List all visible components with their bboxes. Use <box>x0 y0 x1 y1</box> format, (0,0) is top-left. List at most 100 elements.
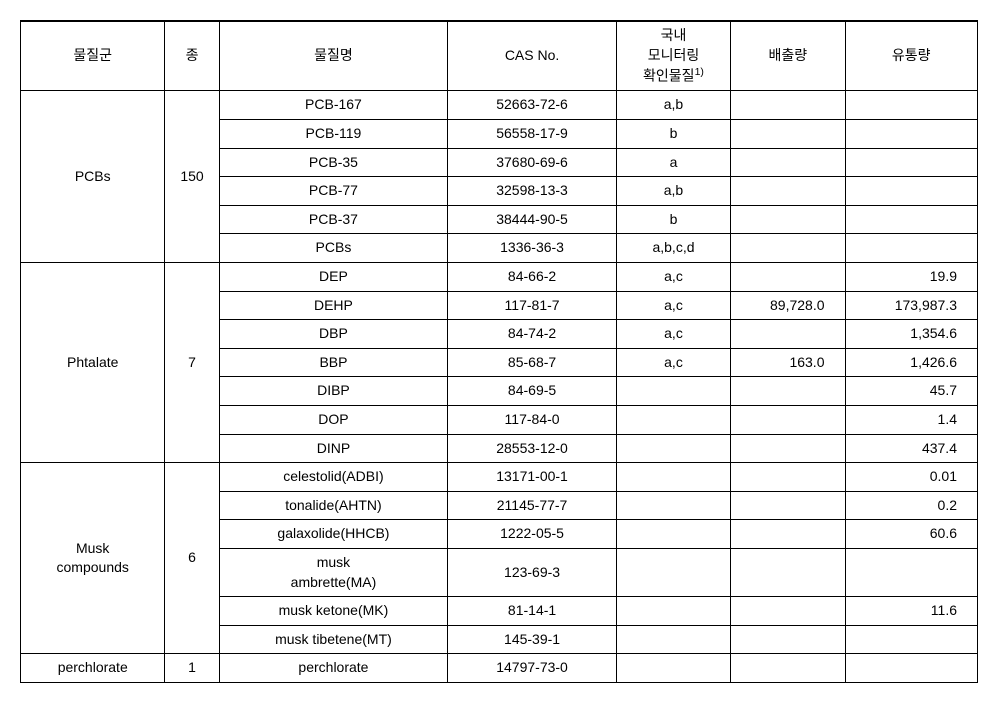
cell-species: 7 <box>165 263 219 463</box>
cell-emission <box>731 177 845 206</box>
cell-group-label: Musk compounds <box>21 463 165 654</box>
cell-cas: 84-69-5 <box>448 377 617 406</box>
cell-emission <box>731 434 845 463</box>
cell-monitor <box>616 654 730 683</box>
cell-cas: 117-84-0 <box>448 405 617 434</box>
cell-monitor: b <box>616 120 730 149</box>
cell-dist: 0.01 <box>845 463 978 492</box>
cell-monitor: a,b <box>616 177 730 206</box>
cell-monitor <box>616 491 730 520</box>
cell-cas: 1336-36-3 <box>448 234 617 263</box>
cell-emission <box>731 597 845 626</box>
cell-dist: 173,987.3 <box>845 291 978 320</box>
cell-monitor: a,c <box>616 291 730 320</box>
cell-name: DINP <box>219 434 448 463</box>
cell-emission <box>731 463 845 492</box>
cell-dist: 1.4 <box>845 405 978 434</box>
table-row: perchlorate 1 perchlorate 14797-73-0 <box>21 654 978 683</box>
cell-dist: 1,426.6 <box>845 348 978 377</box>
table-row: Musk compounds 6 celestolid(ADBI) 13171-… <box>21 463 978 492</box>
cell-emission <box>731 491 845 520</box>
header-monitor: 국내 모니터링 확인물질1) <box>616 21 730 91</box>
cell-cas: 81-14-1 <box>448 597 617 626</box>
cell-name: PCB-77 <box>219 177 448 206</box>
chemical-table: 물질군 종 물질명 CAS No. 국내 모니터링 확인물질1) 배출량 유통량… <box>20 20 978 683</box>
cell-emission <box>731 320 845 349</box>
cell-species: 6 <box>165 463 219 654</box>
cell-name: PCB-37 <box>219 205 448 234</box>
cell-emission <box>731 548 845 596</box>
cell-monitor <box>616 377 730 406</box>
cell-monitor <box>616 625 730 654</box>
cell-monitor <box>616 597 730 626</box>
table-row: PCBs 150 PCB-167 52663-72-6 a,b <box>21 91 978 120</box>
cell-name: DOP <box>219 405 448 434</box>
cell-emission: 89,728.0 <box>731 291 845 320</box>
cell-cas: 85-68-7 <box>448 348 617 377</box>
cell-emission: 163.0 <box>731 348 845 377</box>
cell-dist <box>845 234 978 263</box>
cell-name: PCB-35 <box>219 148 448 177</box>
cell-emission <box>731 654 845 683</box>
cell-dist <box>845 148 978 177</box>
header-distribution: 유통량 <box>845 21 978 91</box>
cell-name: musk tibetene(MT) <box>219 625 448 654</box>
cell-dist: 0.2 <box>845 491 978 520</box>
cell-emission <box>731 377 845 406</box>
cell-dist <box>845 654 978 683</box>
header-name: 물질명 <box>219 21 448 91</box>
cell-monitor <box>616 405 730 434</box>
cell-cas: 37680-69-6 <box>448 148 617 177</box>
cell-name: PCBs <box>219 234 448 263</box>
cell-dist <box>845 625 978 654</box>
cell-species: 1 <box>165 654 219 683</box>
cell-name: DEP <box>219 263 448 292</box>
cell-name: musk ambrette(MA) <box>219 548 448 596</box>
cell-dist: 11.6 <box>845 597 978 626</box>
cell-emission <box>731 520 845 549</box>
cell-group-label: Phtalate <box>21 263 165 463</box>
cell-cas: 14797-73-0 <box>448 654 617 683</box>
cell-name: perchlorate <box>219 654 448 683</box>
cell-monitor <box>616 520 730 549</box>
cell-monitor <box>616 548 730 596</box>
cell-cas: 84-66-2 <box>448 263 617 292</box>
cell-cas: 84-74-2 <box>448 320 617 349</box>
cell-emission <box>731 405 845 434</box>
cell-dist: 1,354.6 <box>845 320 978 349</box>
cell-emission <box>731 263 845 292</box>
cell-name: BBP <box>219 348 448 377</box>
cell-emission <box>731 234 845 263</box>
cell-emission <box>731 91 845 120</box>
cell-monitor: a,c <box>616 320 730 349</box>
cell-cas: 32598-13-3 <box>448 177 617 206</box>
cell-monitor: b <box>616 205 730 234</box>
cell-name: DIBP <box>219 377 448 406</box>
cell-cas: 123-69-3 <box>448 548 617 596</box>
cell-dist: 60.6 <box>845 520 978 549</box>
cell-cas: 52663-72-6 <box>448 91 617 120</box>
cell-name: celestolid(ADBI) <box>219 463 448 492</box>
cell-dist <box>845 120 978 149</box>
cell-cas: 56558-17-9 <box>448 120 617 149</box>
cell-name: PCB-119 <box>219 120 448 149</box>
cell-cas: 117-81-7 <box>448 291 617 320</box>
header-species: 종 <box>165 21 219 91</box>
cell-cas: 145-39-1 <box>448 625 617 654</box>
table-row: Phtalate 7 DEP 84-66-2 a,c 19.9 <box>21 263 978 292</box>
cell-group-label: PCBs <box>21 91 165 263</box>
cell-emission <box>731 625 845 654</box>
cell-cas: 28553-12-0 <box>448 434 617 463</box>
cell-dist <box>845 91 978 120</box>
table-header-row: 물질군 종 물질명 CAS No. 국내 모니터링 확인물질1) 배출량 유통량 <box>21 21 978 91</box>
cell-monitor <box>616 463 730 492</box>
cell-monitor: a,b,c,d <box>616 234 730 263</box>
cell-emission <box>731 205 845 234</box>
cell-dist <box>845 205 978 234</box>
cell-name: galaxolide(HHCB) <box>219 520 448 549</box>
cell-dist: 19.9 <box>845 263 978 292</box>
cell-cas: 13171-00-1 <box>448 463 617 492</box>
cell-name: musk ketone(MK) <box>219 597 448 626</box>
cell-dist <box>845 177 978 206</box>
cell-monitor: a,c <box>616 263 730 292</box>
